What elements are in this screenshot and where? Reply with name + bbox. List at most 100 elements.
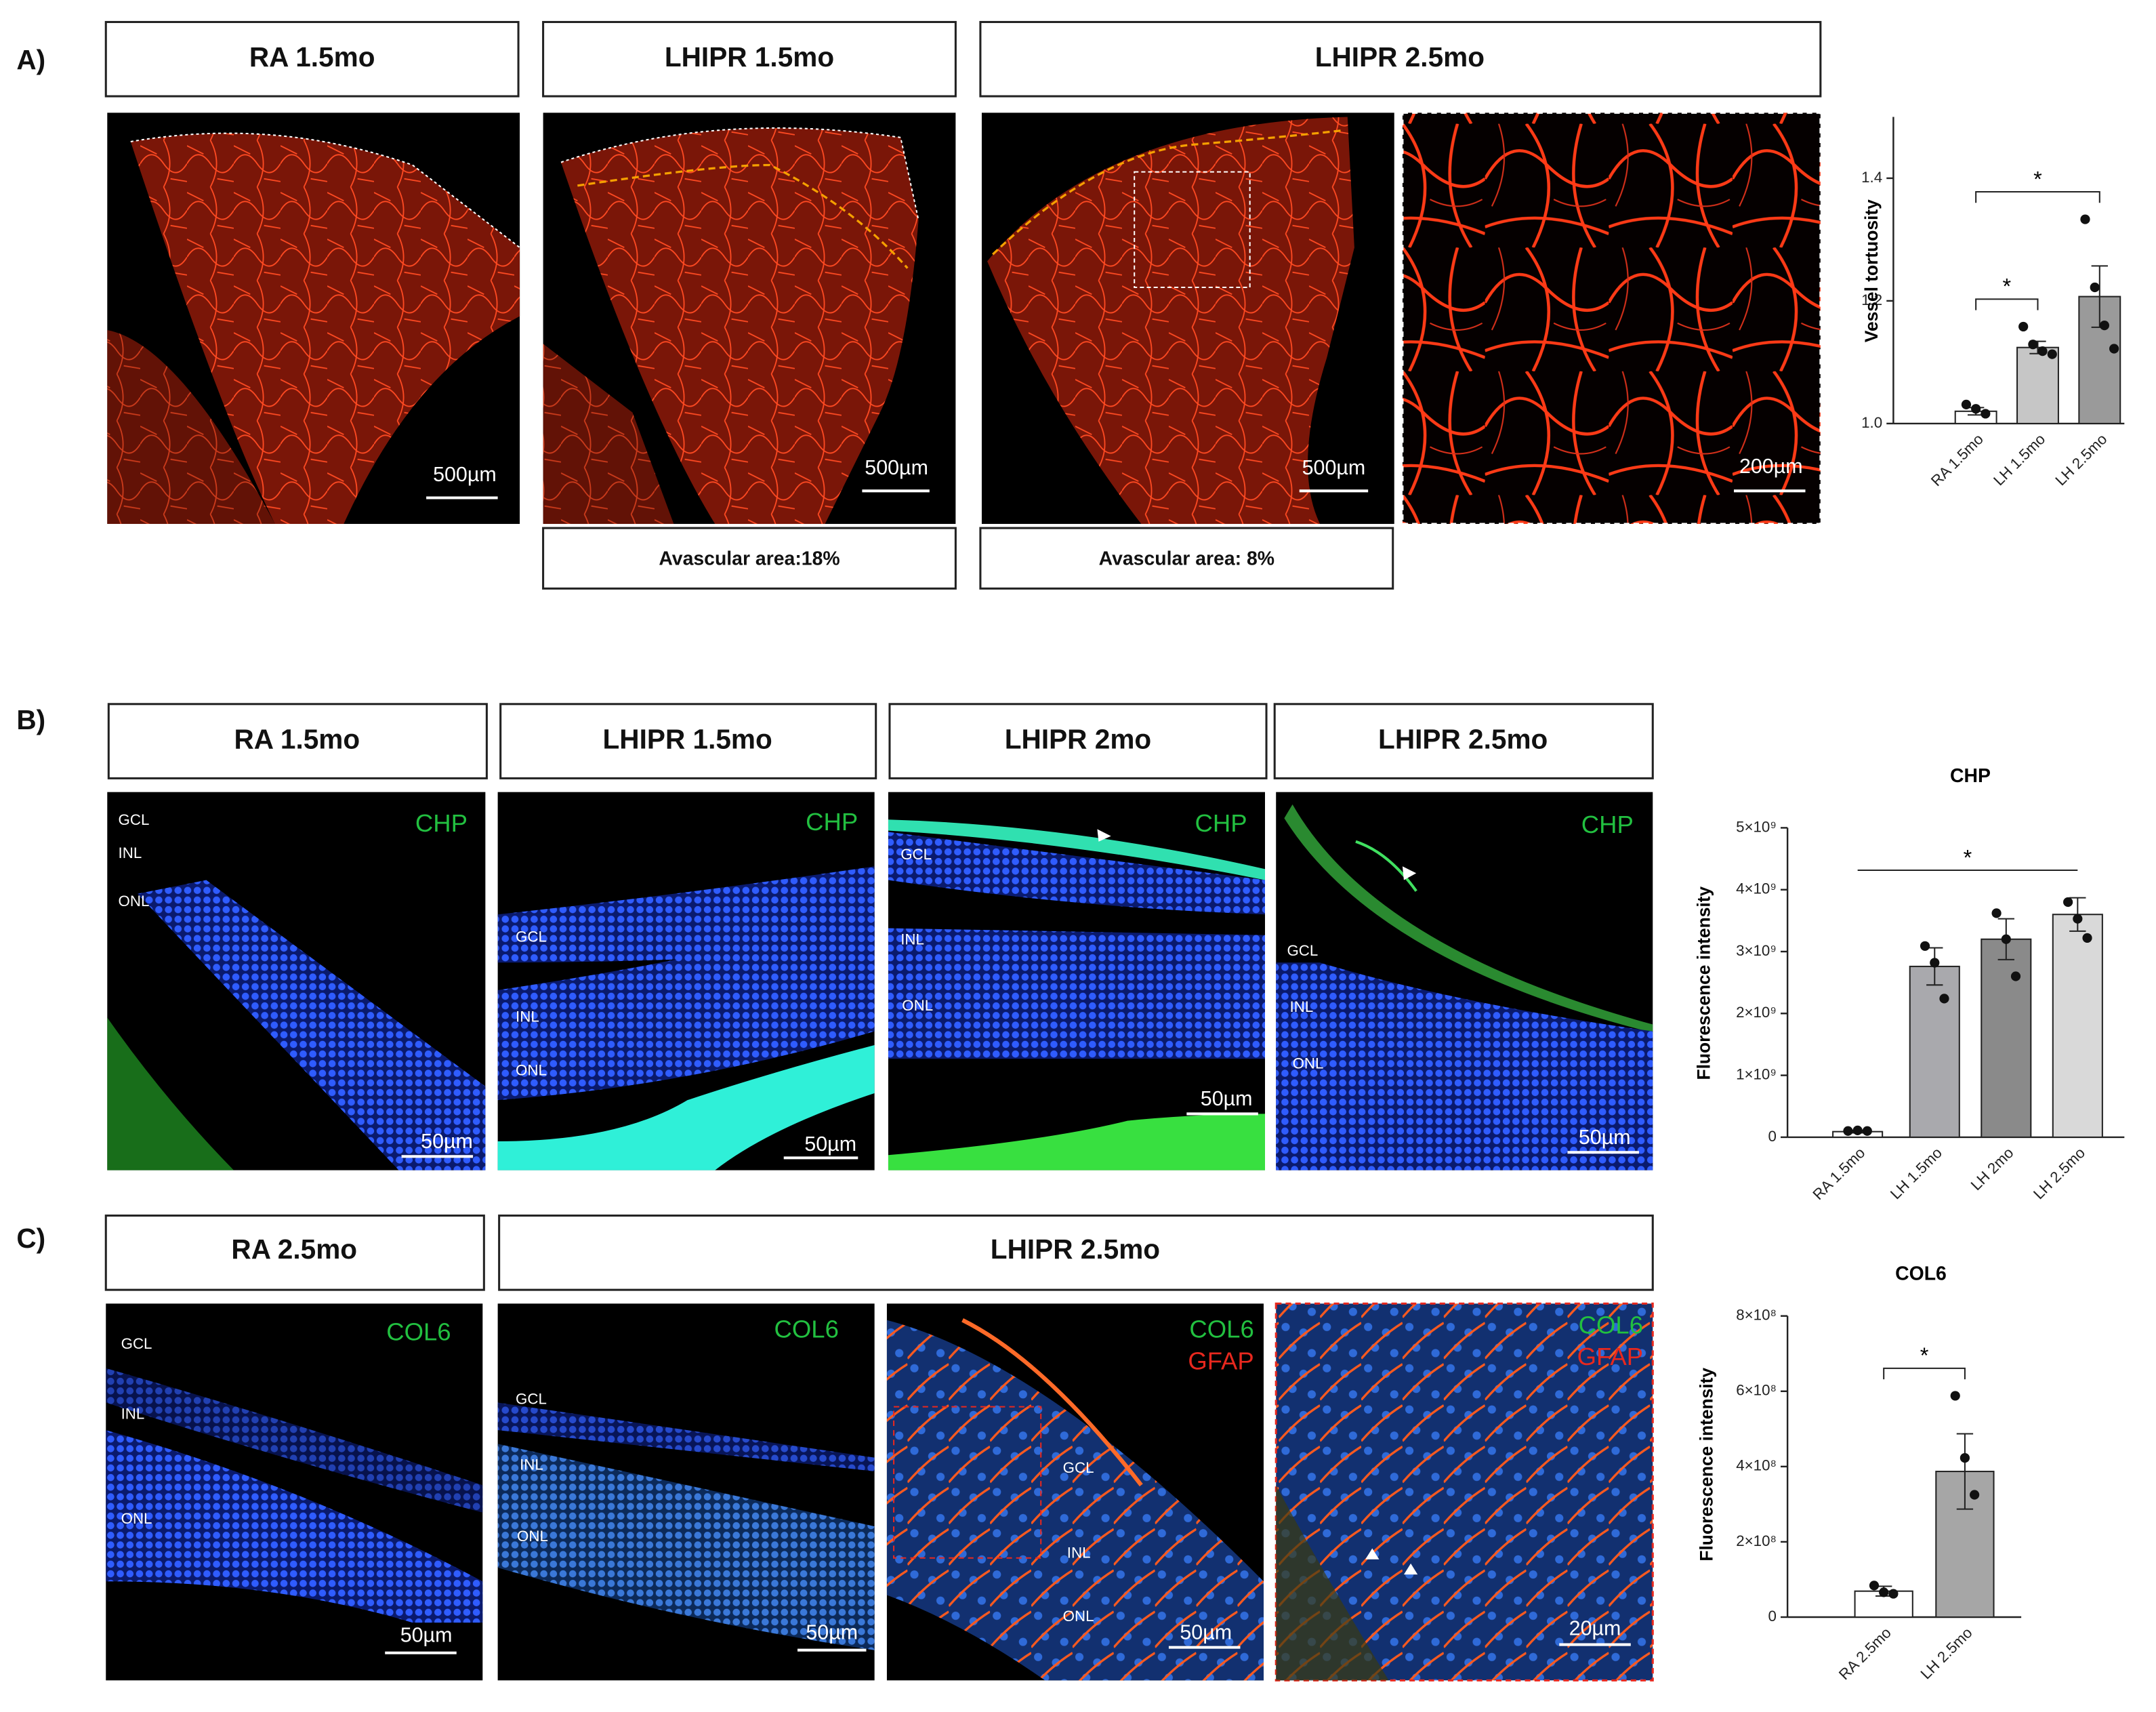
note-box bbox=[542, 527, 957, 590]
panel-label: A) bbox=[16, 44, 45, 75]
image-detail bbox=[497, 1444, 875, 1650]
image-detail bbox=[106, 1368, 483, 1513]
image-detail bbox=[560, 127, 919, 220]
header: RA 1.5mo bbox=[249, 41, 375, 73]
data-point bbox=[2082, 933, 2092, 943]
panel-label: B) bbox=[16, 704, 45, 735]
header-box bbox=[499, 703, 877, 779]
image-detail bbox=[888, 928, 1265, 1059]
y-tick-label: 0 bbox=[1768, 1608, 1776, 1625]
x-tick-label: LH 2.5mo bbox=[1917, 1624, 1976, 1682]
data-point bbox=[1888, 1589, 1899, 1599]
header: RA 1.5mo bbox=[234, 723, 360, 754]
image-detail bbox=[497, 914, 875, 1101]
data-point bbox=[1852, 1125, 1863, 1135]
image-detail bbox=[1403, 1563, 1418, 1575]
layer-label: INL bbox=[121, 1406, 145, 1423]
image-detail bbox=[543, 344, 674, 525]
data-point bbox=[1981, 409, 1991, 419]
image-detail bbox=[886, 1320, 1264, 1681]
header-box bbox=[104, 1215, 485, 1291]
data-point bbox=[2109, 344, 2119, 354]
data-point bbox=[1869, 1581, 1880, 1591]
significance-line bbox=[1975, 190, 2100, 203]
image-detail bbox=[893, 1406, 1042, 1559]
data-point bbox=[2047, 349, 2057, 359]
stain-label: CHP bbox=[1195, 809, 1247, 837]
stain-label: COL6 bbox=[774, 1316, 838, 1343]
flatmount-image: 500µm bbox=[981, 113, 1394, 525]
image-detail bbox=[497, 1044, 875, 1170]
image-detail bbox=[1401, 111, 1822, 525]
stain-label: COL6 bbox=[1189, 1316, 1253, 1343]
y-tick-label: 1×10⁹ bbox=[1736, 1066, 1777, 1083]
x-tick-label: LH 2.5mo bbox=[2030, 1144, 2088, 1202]
header: RA 2.5mo bbox=[231, 1234, 357, 1265]
panel-a: A) RA 1.5mo LHIPR 1.5mo LHIPR 2.5mo 500µ… bbox=[16, 20, 1822, 590]
image-detail bbox=[497, 1402, 875, 1471]
data-point bbox=[2099, 321, 2110, 331]
image-detail bbox=[107, 1017, 234, 1170]
bar bbox=[2016, 346, 2059, 424]
stain-label: CHP bbox=[806, 808, 858, 836]
data-point bbox=[2010, 971, 2021, 981]
image-detail bbox=[137, 880, 486, 1170]
data-point bbox=[1950, 1391, 1960, 1401]
data-point bbox=[1971, 404, 1981, 414]
x-tick-label: RA 2.5mo bbox=[1836, 1624, 1894, 1683]
image-detail bbox=[130, 132, 520, 249]
data-point bbox=[1960, 1452, 1970, 1463]
image-detail bbox=[961, 1318, 1143, 1487]
layer-label: INL bbox=[900, 931, 924, 948]
x-tick-label: RA 1.5mo bbox=[1809, 1144, 1868, 1203]
image-detail bbox=[1355, 840, 1417, 892]
y-tick-label: 3×10⁹ bbox=[1736, 942, 1777, 959]
section-image: GCL INL ONL CHP 50µm bbox=[1276, 792, 1653, 1170]
x-tick-label: LH 1.5mo bbox=[1887, 1144, 1945, 1202]
header-box bbox=[498, 1215, 1654, 1291]
scale-bar-label: 500µm bbox=[1302, 456, 1366, 479]
section-image: GCL INL ONL CHP 50µm bbox=[888, 792, 1265, 1170]
layer-label: ONL bbox=[517, 1528, 548, 1545]
significance-label: * bbox=[2002, 274, 2011, 299]
layer-label: ONL bbox=[902, 997, 933, 1014]
stain-label: COL6 bbox=[386, 1318, 451, 1346]
scale-bar-label: 500µm bbox=[865, 456, 928, 479]
x-tick-label: RA 1.5mo bbox=[1928, 430, 1987, 489]
image-detail bbox=[1276, 962, 1653, 1170]
bar bbox=[1981, 938, 2032, 1138]
data-point bbox=[2001, 934, 2011, 944]
y-tick-label: 6×10⁸ bbox=[1736, 1382, 1777, 1399]
significance-line bbox=[1975, 298, 2039, 310]
y-tick-label: 1.0 bbox=[1861, 414, 1882, 431]
header-box bbox=[979, 20, 1822, 98]
layer-label: ONL bbox=[1063, 1608, 1094, 1625]
y-tick-label: 1.4 bbox=[1861, 169, 1882, 186]
chart-title: COL6 bbox=[1895, 1263, 1947, 1284]
significance-label: * bbox=[2033, 167, 2042, 191]
bar bbox=[1909, 965, 1960, 1138]
scale-bar-label: 500µm bbox=[433, 463, 497, 486]
note: Avascular area:18% bbox=[659, 548, 839, 569]
header: LHIPR 2.5mo bbox=[991, 1234, 1160, 1265]
layer-label: INL bbox=[516, 1008, 539, 1025]
data-point bbox=[1930, 958, 1940, 968]
stain-label: GFAP bbox=[1577, 1343, 1643, 1370]
data-point bbox=[1843, 1126, 1853, 1136]
bar bbox=[2052, 914, 2103, 1138]
scale-bar-label: 50µm bbox=[806, 1621, 858, 1644]
scale-bar-label: 50µm bbox=[400, 1623, 453, 1646]
layer-label: GCL bbox=[119, 811, 150, 828]
layer-label: ONL bbox=[516, 1061, 547, 1078]
y-tick-label: 2×10⁹ bbox=[1736, 1004, 1777, 1021]
image-detail bbox=[992, 129, 1341, 256]
section-image: GCL INL ONL COL6 GFAP 50µm bbox=[886, 1303, 1264, 1681]
image-detail bbox=[888, 832, 1265, 915]
chart-title: CHP bbox=[1950, 765, 1991, 787]
data-point bbox=[1961, 399, 1972, 409]
zoom-image: COL6 GFAP 20µm bbox=[1274, 1302, 1654, 1682]
y-tick-label: 1.2 bbox=[1861, 291, 1882, 308]
data-point bbox=[1970, 1490, 1980, 1500]
x-tick-label: LH 1.5mo bbox=[1990, 430, 2048, 489]
